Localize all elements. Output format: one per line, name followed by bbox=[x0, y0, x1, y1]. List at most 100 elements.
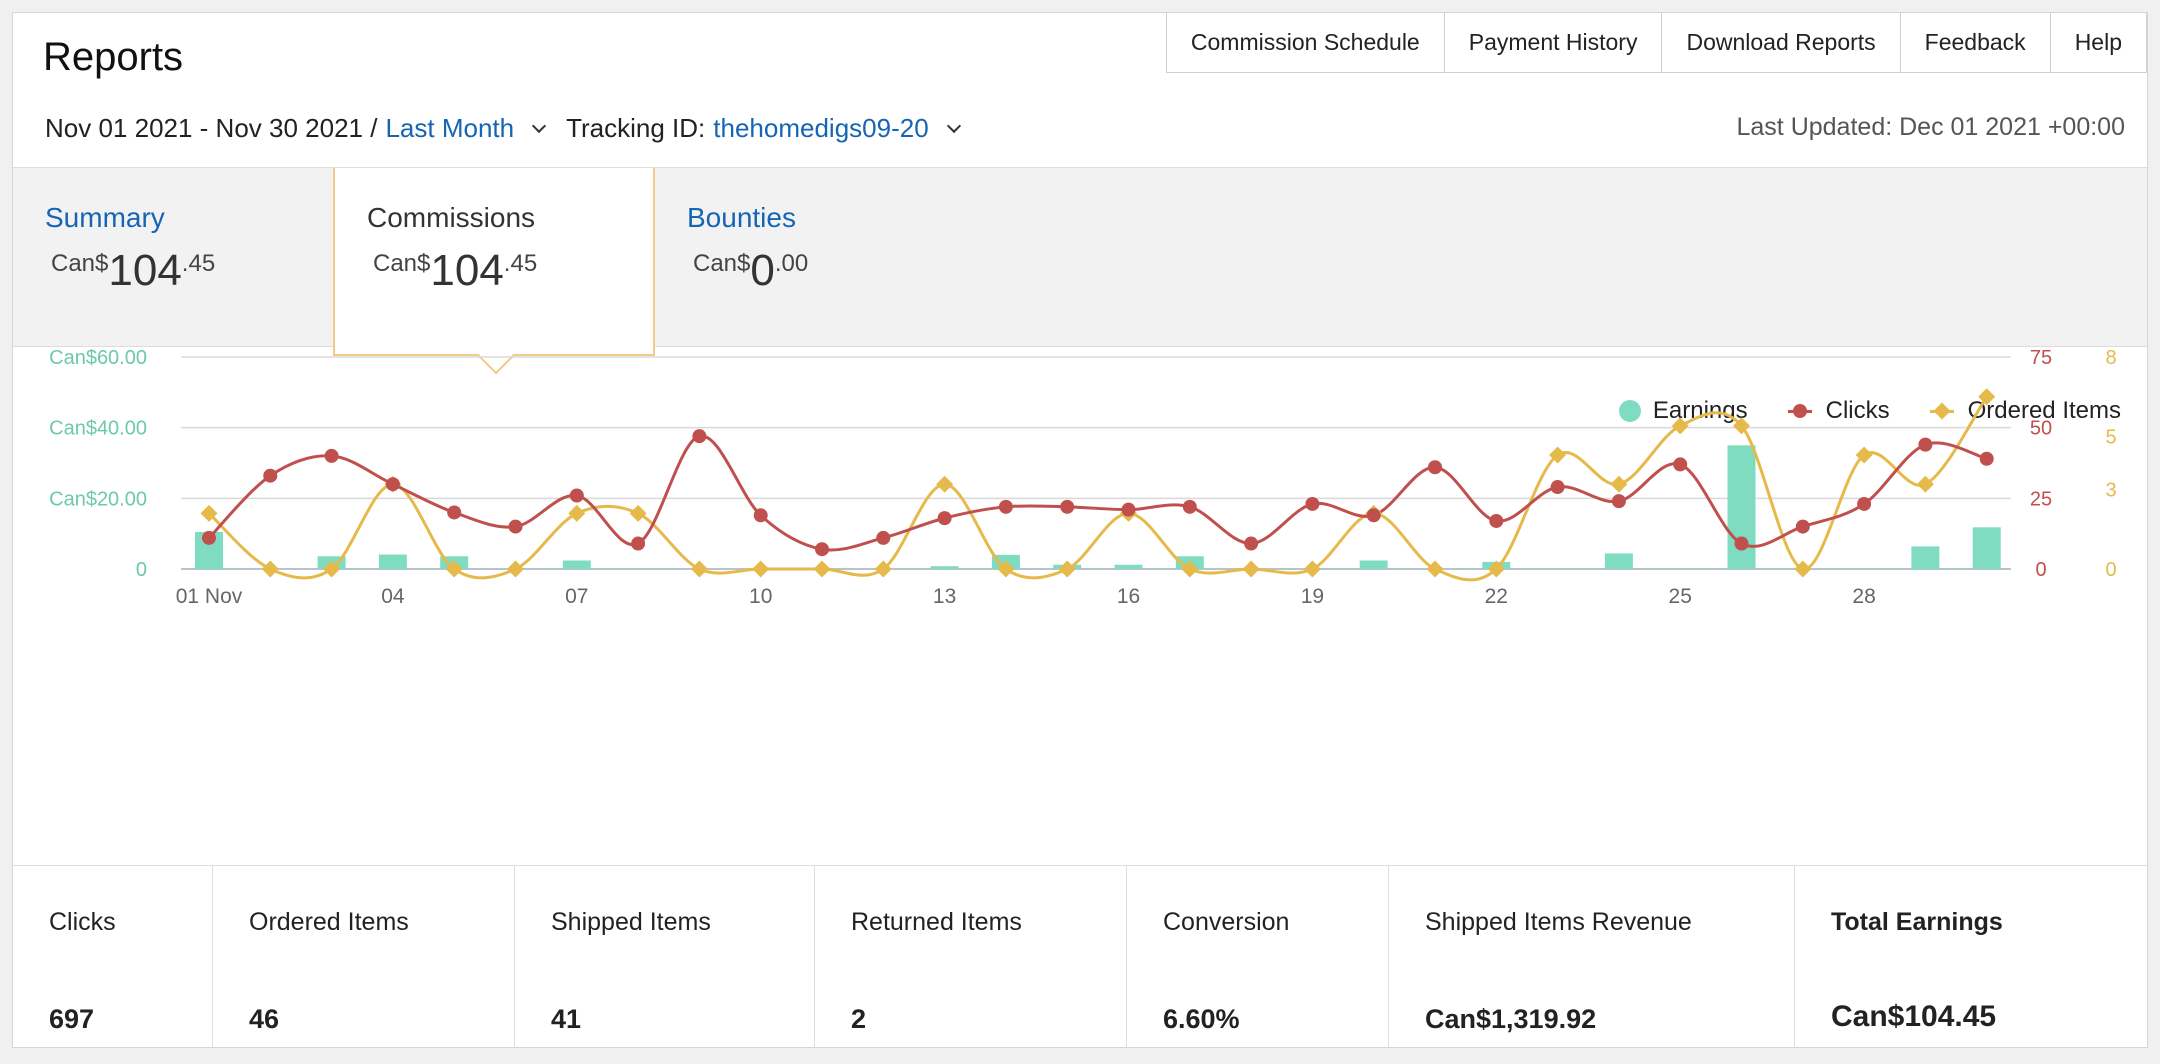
clicks-point bbox=[631, 536, 646, 551]
reports-panel: Reports Commission Schedule Payment Hist… bbox=[12, 12, 2148, 1048]
y-right-items-tick-label: 8 bbox=[2105, 349, 2116, 369]
ordered-items-point bbox=[997, 560, 1015, 578]
tracking-id-dropdown[interactable]: thehomedigs09-20 bbox=[713, 113, 929, 143]
legend-clicks[interactable]: Clicks bbox=[1787, 397, 1890, 425]
stat-conversion: Conversion 6.60% bbox=[1127, 866, 1389, 1048]
tab-summary-amount: Can$ 104 .45 bbox=[51, 246, 333, 296]
stat-label: Returned Items bbox=[851, 908, 1022, 936]
y-right-items-tick-label: 5 bbox=[2105, 427, 2116, 449]
currency-label: Can$ bbox=[373, 250, 431, 277]
y-right-clicks-tick-label: 75 bbox=[2030, 349, 2052, 369]
tab-commissions-label[interactable]: Commissions bbox=[367, 202, 536, 233]
clicks-point bbox=[263, 468, 278, 483]
download-reports-button[interactable]: Download Reports bbox=[1661, 13, 1901, 73]
clicks-point bbox=[202, 530, 216, 545]
x-tick-label: 28 bbox=[1852, 585, 1875, 608]
y-right-items-tick-label: 0 bbox=[2105, 559, 2116, 581]
x-tick-label: 07 bbox=[565, 585, 588, 608]
x-tick-label: 13 bbox=[933, 585, 956, 608]
earnings-bar bbox=[562, 560, 591, 569]
ordered-items-line bbox=[207, 395, 1988, 582]
legend-clicks-label: Clicks bbox=[1825, 397, 1890, 424]
amount-whole: 104 bbox=[108, 246, 182, 295]
tab-summary-label[interactable]: Summary bbox=[45, 202, 165, 233]
stat-clicks: Clicks 697 bbox=[13, 866, 213, 1048]
x-tick-label: 25 bbox=[1669, 585, 1692, 608]
ordered-items-point bbox=[1610, 475, 1628, 493]
x-tick-label: 19 bbox=[1301, 585, 1324, 608]
ordered-items-point bbox=[629, 504, 647, 522]
earnings-chart: Earnings Clicks Ordered Items 0 Can$20.00… bbox=[13, 349, 2149, 861]
legend-earnings-swatch bbox=[1618, 400, 1641, 422]
chevron-down-icon[interactable] bbox=[946, 118, 961, 133]
clicks-point bbox=[385, 477, 400, 492]
x-tick-label: 16 bbox=[1117, 585, 1140, 608]
earnings-bar bbox=[1972, 527, 2001, 569]
stat-value: 6.60% bbox=[1163, 1004, 1240, 1034]
stat-value: 697 bbox=[49, 1004, 95, 1034]
clicks-point bbox=[998, 499, 1013, 514]
clicks-line bbox=[207, 434, 1988, 552]
report-tabs: Summary Can$ 104 .45 Commissions Can$ 10… bbox=[13, 167, 2147, 375]
clicks-point bbox=[1979, 451, 1994, 466]
stat-label: Total Earnings bbox=[1831, 908, 2003, 936]
x-tick-label: 04 bbox=[381, 585, 405, 608]
tab-bounties[interactable]: Bounties Can$ 0 .00 bbox=[655, 168, 975, 348]
payment-history-button[interactable]: Payment History bbox=[1443, 13, 1663, 73]
commission-schedule-button[interactable]: Commission Schedule bbox=[1165, 13, 1445, 73]
clicks-point bbox=[1611, 494, 1626, 509]
date-range-text: Nov 01 2021 - Nov 30 2021 / bbox=[45, 113, 378, 143]
clicks-point bbox=[1918, 437, 1933, 452]
help-button[interactable]: Help bbox=[2049, 13, 2147, 73]
clicks-point bbox=[1305, 496, 1320, 511]
earnings-bar bbox=[930, 566, 959, 569]
ordered-items-point bbox=[1794, 560, 1812, 578]
stat-label: Clicks bbox=[49, 908, 116, 936]
clicks-point bbox=[1489, 513, 1504, 528]
stat-label: Shipped Items bbox=[551, 908, 711, 936]
date-preset-dropdown[interactable]: Last Month bbox=[385, 113, 515, 143]
clicks-point bbox=[1734, 536, 1749, 551]
y-left-tick-label: Can$40.00 bbox=[49, 418, 147, 440]
ordered-items-point bbox=[874, 560, 892, 578]
amount-whole: 104 bbox=[430, 246, 504, 295]
earnings-bar bbox=[378, 554, 407, 569]
ordered-items-point bbox=[1426, 560, 1444, 578]
legend-ordered-label: Ordered Items bbox=[1967, 397, 2121, 424]
stat-label: Shipped Items Revenue bbox=[1425, 908, 1692, 936]
x-tick-label: 01 Nov bbox=[176, 585, 243, 608]
clicks-point bbox=[1060, 499, 1075, 514]
top-nav: Commission Schedule Payment History Down… bbox=[1165, 13, 2147, 73]
tracking-id-label: Tracking ID: bbox=[566, 113, 706, 143]
chevron-down-icon[interactable] bbox=[532, 118, 547, 133]
legend-earnings[interactable]: Earnings bbox=[1618, 397, 1748, 425]
ordered-items-point bbox=[1487, 560, 1505, 578]
ordered-items-point bbox=[323, 560, 341, 578]
ordered-items-point bbox=[1242, 560, 1260, 578]
y-right-items-tick-label: 3 bbox=[2105, 480, 2116, 502]
legend-clicks-swatch bbox=[1787, 403, 1812, 418]
clicks-point bbox=[1121, 502, 1136, 517]
tab-summary[interactable]: Summary Can$ 104 .45 bbox=[13, 168, 333, 348]
amount-whole: 0 bbox=[750, 246, 775, 295]
earnings-bar bbox=[1359, 560, 1388, 569]
feedback-button[interactable]: Feedback bbox=[1899, 13, 2051, 73]
ordered-items-point bbox=[445, 560, 463, 578]
ordered-items-point bbox=[1303, 560, 1321, 578]
ordered-items-point bbox=[690, 560, 708, 578]
stat-value: 41 bbox=[551, 1004, 582, 1034]
ordered-items-point bbox=[936, 475, 954, 493]
y-left-tick-label: 0 bbox=[136, 559, 147, 581]
y-right-clicks-tick-label: 0 bbox=[2035, 559, 2046, 581]
clicks-point bbox=[1673, 457, 1688, 472]
tab-commissions[interactable]: Commissions Can$ 104 .45 bbox=[333, 168, 655, 375]
clicks-point bbox=[1857, 496, 1872, 511]
ordered-items-point bbox=[813, 560, 831, 578]
legend-ordered-items[interactable]: Ordered Items bbox=[1929, 397, 2121, 425]
tab-bounties-label[interactable]: Bounties bbox=[687, 202, 796, 233]
stat-shipped-revenue: Shipped Items Revenue Can$1,319.92 bbox=[1389, 866, 1795, 1048]
stat-label: Conversion bbox=[1163, 908, 1290, 936]
clicks-point bbox=[692, 429, 707, 444]
amount-cents: .45 bbox=[181, 250, 216, 277]
clicks-point bbox=[447, 505, 462, 520]
